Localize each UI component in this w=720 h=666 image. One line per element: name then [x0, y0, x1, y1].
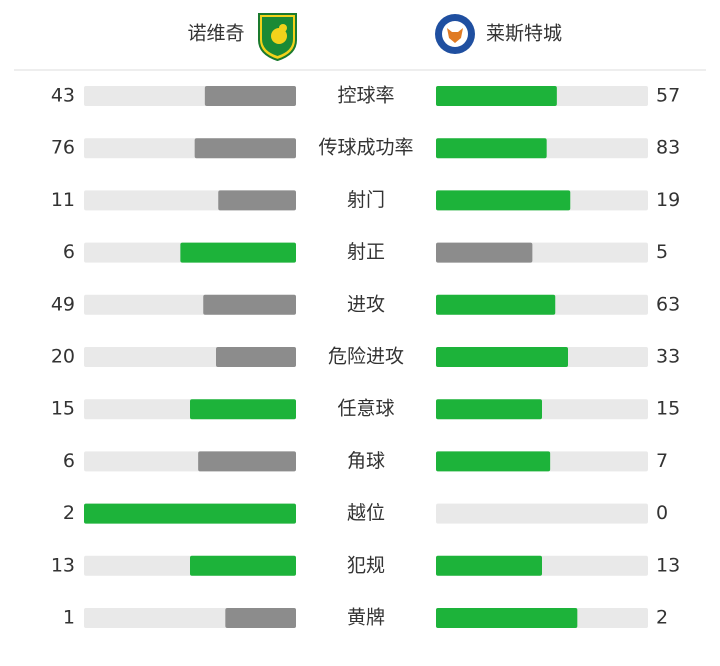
away-bar: [436, 294, 556, 315]
away-value: 83: [656, 137, 680, 159]
home-bar: [204, 86, 296, 106]
home-value: 15: [51, 398, 75, 420]
home-value: 11: [51, 189, 75, 211]
away-bar: [436, 451, 551, 472]
stat-label: 传球成功率: [318, 137, 413, 159]
home-value: 20: [51, 346, 75, 368]
home-team-logo: [258, 13, 297, 62]
home-value: 49: [51, 293, 75, 315]
stat-label: 射正: [347, 241, 385, 263]
away-bar: [436, 399, 542, 420]
home-value: 13: [51, 554, 75, 576]
stat-label: 角球: [347, 450, 385, 472]
away-value: 19: [656, 189, 680, 211]
stat-label: 控球率: [337, 85, 394, 107]
home-value: 2: [63, 502, 75, 524]
away-bar: [436, 347, 568, 367]
home-bar: [180, 242, 296, 263]
stat-label: 犯规: [347, 554, 385, 576]
away-bar: [436, 555, 542, 576]
away-bar: [436, 138, 547, 159]
home-value: 6: [63, 241, 75, 263]
away-value: 63: [656, 293, 680, 315]
stat-label: 射门: [347, 189, 385, 211]
home-value: 43: [51, 85, 75, 107]
stat-label: 越位: [347, 502, 385, 524]
away-bar: [436, 608, 578, 628]
away-value: 33: [656, 346, 680, 368]
away-value: 5: [656, 241, 668, 263]
away-bar: [436, 242, 533, 263]
home-bar: [225, 608, 296, 628]
away-team-name: 莱斯特城: [486, 23, 562, 45]
home-value: 6: [63, 450, 75, 472]
away-bar: [436, 86, 557, 106]
stat-label: 任意球: [337, 398, 394, 420]
away-value: 13: [656, 554, 680, 576]
home-bar: [216, 347, 296, 367]
stat-label: 进攻: [347, 293, 385, 315]
home-bar: [194, 138, 296, 159]
home-bar: [84, 503, 296, 524]
home-value: 1: [63, 607, 75, 629]
home-bar: [190, 555, 296, 576]
away-value: 2: [656, 607, 668, 629]
home-bar: [218, 190, 296, 211]
home-bar: [203, 294, 296, 315]
away-track: [436, 503, 648, 524]
home-bar: [190, 399, 296, 420]
home-bar: [198, 451, 296, 472]
away-team-logo: [435, 14, 475, 54]
stat-label: 黄牌: [347, 607, 385, 629]
away-value: 15: [656, 398, 680, 420]
home-team-name: 诺维奇: [187, 23, 244, 45]
home-value: 76: [51, 137, 75, 159]
away-value: 7: [656, 450, 668, 472]
away-value: 0: [656, 502, 668, 524]
away-value: 57: [656, 85, 680, 107]
stat-label: 危险进攻: [328, 346, 404, 368]
away-bar: [436, 190, 571, 211]
